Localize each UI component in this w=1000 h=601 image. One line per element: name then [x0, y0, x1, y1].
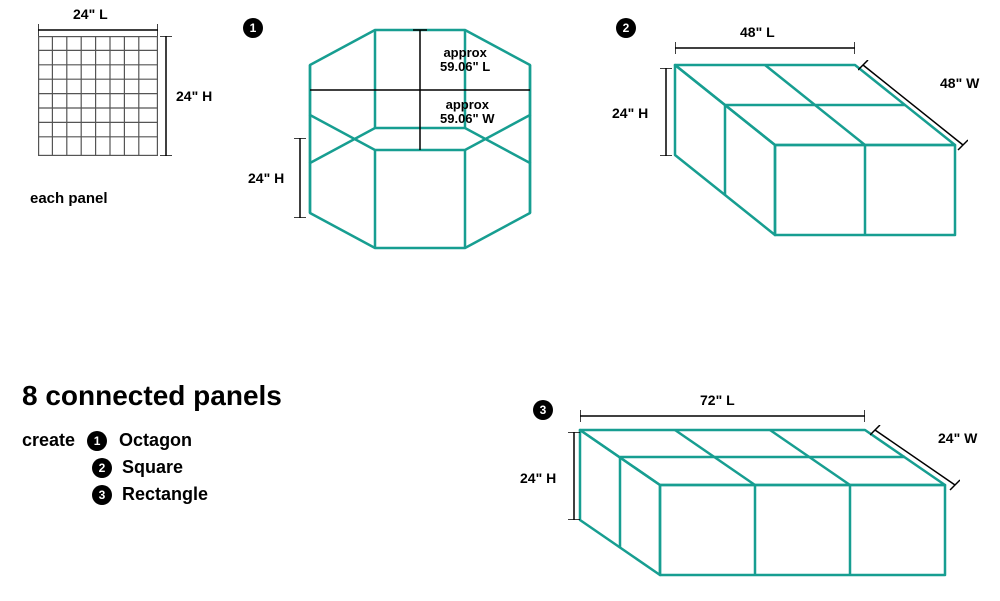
create-row: create 1 Octagon [22, 430, 208, 451]
octagon-approx-l-l1: approx [443, 45, 486, 60]
rect-dim-l [580, 410, 865, 422]
panel-length-label: 24" L [73, 6, 108, 22]
rect-dim-h [568, 432, 580, 520]
list-row-rectangle: 3 Rectangle [92, 484, 208, 505]
square-height-label: 24" H [612, 105, 648, 121]
list-badge-1: 1 [87, 431, 107, 451]
shape-octagon: Octagon [119, 430, 192, 451]
panel-dim-top [38, 24, 158, 36]
panel-grid-svg [38, 36, 158, 156]
square-length-label: 48" L [740, 24, 775, 40]
octagon-approx-w-l1: approx [446, 97, 489, 112]
octagon-approx-l-l2: 59.06" L [440, 59, 490, 74]
square-width-label: 48" W [940, 75, 979, 91]
octagon-dim-h [294, 138, 306, 218]
badge-3: 3 [533, 400, 553, 420]
shape-rectangle: Rectangle [122, 484, 208, 505]
list-badge-3: 3 [92, 485, 112, 505]
square-dim-l [675, 42, 855, 54]
octagon-approx-w-l2: 59.06" W [440, 111, 495, 126]
octagon-svg [275, 20, 565, 260]
octagon-height-label: 24" H [248, 170, 284, 186]
headline: 8 connected panels [22, 380, 282, 412]
octagon-approx-l: approx 59.06" L [440, 46, 490, 75]
list-row-square: 2 Square [92, 457, 208, 478]
panel-caption: each panel [30, 190, 108, 207]
list-badge-2: 2 [92, 458, 112, 478]
rect-width-label: 24" W [938, 430, 977, 446]
panel-height-label: 24" H [176, 88, 212, 104]
badge-1: 1 [243, 18, 263, 38]
rect-length-label: 72" L [700, 392, 735, 408]
octagon-approx-w: approx 59.06" W [440, 98, 495, 127]
rect-height-label: 24" H [520, 470, 556, 486]
panel-dim-right [160, 36, 172, 156]
page-root: 24" L 24" H each panel 1 a [0, 0, 1000, 601]
square-dim-h [660, 68, 672, 156]
badge-2: 2 [616, 18, 636, 38]
create-label: create [22, 430, 75, 451]
shape-square: Square [122, 457, 183, 478]
